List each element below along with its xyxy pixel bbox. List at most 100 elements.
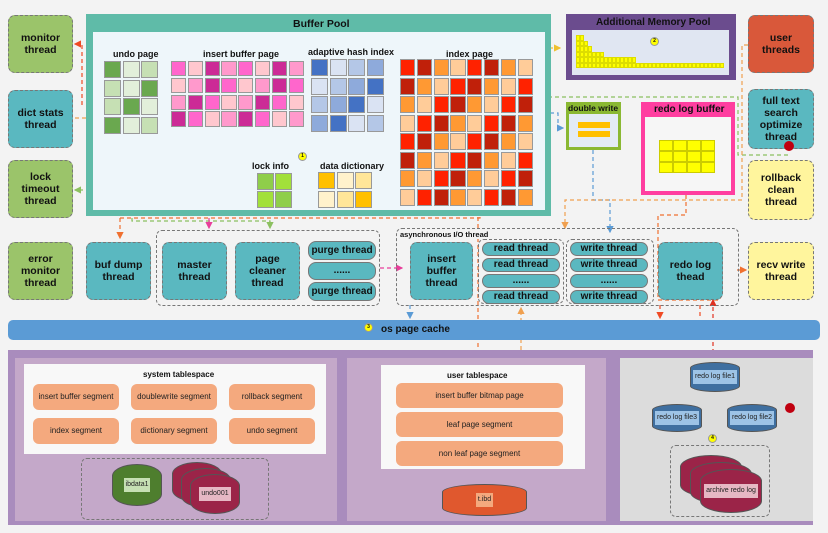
grid-cell [271, 61, 288, 77]
grid-cell [416, 77, 433, 95]
memory-block [604, 57, 608, 63]
read-thread[interactable]: read thread [482, 290, 560, 304]
grid-cell [275, 173, 292, 190]
memory-block [712, 62, 716, 68]
grid-cell [517, 96, 533, 113]
archive-redo-log-label: archive redo log [704, 484, 758, 498]
redo-log-buffer-cell [701, 151, 715, 162]
page-cleaner-thread[interactable]: page cleaner thread [235, 242, 300, 300]
grid-cell [275, 191, 292, 208]
segment: leaf page segment [396, 412, 563, 437]
memory-block [636, 62, 640, 68]
grid-cell [348, 114, 365, 132]
lock-info-grid [257, 173, 292, 208]
memory-block [576, 57, 580, 63]
grid-cell [433, 151, 449, 169]
purge-thread[interactable]: purge thread [308, 282, 376, 301]
memory-block [632, 57, 636, 63]
archive-redo-log[interactable]: archive redo log [700, 469, 762, 513]
grid-cell [355, 172, 372, 189]
ibdata1-file[interactable]: ibdata1 [112, 464, 162, 506]
buf-dump-thread[interactable]: buf dump thread [86, 242, 151, 300]
read-thread[interactable]: read thread [482, 258, 560, 272]
memory-block [664, 62, 668, 68]
read-thread[interactable]: read thread [482, 242, 560, 256]
grid-cell [400, 114, 416, 132]
grid-cell [517, 77, 533, 95]
double-write-block [578, 131, 610, 137]
grid-cell [104, 98, 121, 115]
grid-cell [517, 151, 533, 169]
grid-cell [288, 61, 304, 77]
redo-log-thread[interactable]: redo log thead [658, 242, 723, 300]
grid-cell [238, 61, 254, 77]
grid-cell [122, 79, 140, 97]
grid-cell [141, 98, 158, 115]
monitor-thread[interactable]: monitor thread [8, 15, 73, 73]
redo-log-buffer-cell [687, 162, 701, 173]
grid-cell [204, 111, 220, 127]
memory-block [628, 57, 632, 63]
user-threads[interactable]: user threads [748, 15, 814, 73]
grid-cell [104, 116, 121, 134]
grid-cell [366, 114, 384, 132]
segment: insert buffer bitmap page [396, 383, 563, 408]
t-ibd-file[interactable]: t.ibd [442, 484, 527, 516]
grid-cell [433, 77, 449, 95]
memory-block [604, 62, 608, 68]
undo-page-grid [104, 61, 158, 134]
lock-timeout-thread[interactable]: lock timeout thread [8, 160, 73, 218]
archive-redo-log-group [670, 445, 770, 517]
lock-info-label: lock info [252, 161, 290, 171]
write-thread[interactable]: write thread [570, 258, 648, 272]
memory-block [584, 51, 588, 57]
grid-cell [329, 96, 347, 113]
grid-cell [500, 59, 517, 76]
redo-log-buffer-cell [687, 140, 701, 151]
memory-block [616, 57, 620, 63]
data-dictionary-label: data dictionary [320, 161, 385, 171]
grid-cell [329, 77, 347, 95]
grid-cell [336, 190, 354, 208]
grid-cell [329, 59, 347, 76]
recv-write-thread[interactable]: recv write thread [748, 242, 814, 300]
memory-block [588, 51, 592, 57]
grid-cell [467, 59, 483, 76]
grid-cell [450, 133, 466, 150]
memory-block [584, 46, 588, 52]
grid-cell [483, 114, 500, 132]
write-thread[interactable]: write thread [570, 290, 648, 304]
memory-block [584, 57, 588, 63]
rollback-clean-thread[interactable]: rollback clean thread [748, 160, 814, 220]
write-thread[interactable]: write thread [570, 242, 648, 256]
grid-cell [187, 77, 204, 94]
redo-log-buffer-cell [659, 162, 673, 173]
undo001-file[interactable]: undo001 [190, 474, 240, 514]
memory-block [616, 62, 620, 68]
grid-cell [450, 151, 466, 169]
redo-log-file3[interactable]: redo log file3 [652, 404, 702, 432]
memory-block [628, 62, 632, 68]
double-write-inner [569, 114, 618, 147]
master-thread[interactable]: master thread [162, 242, 227, 300]
grid-cell [483, 133, 500, 150]
dict-stats-thread[interactable]: dict stats thread [8, 90, 73, 148]
memory-block [708, 62, 712, 68]
memory-block [576, 40, 580, 46]
purge-thread[interactable]: purge thread [308, 241, 376, 260]
full-text-search-optimize-thread[interactable]: full text search optimize thread [748, 89, 814, 149]
buffer-pool-title: Buffer Pool [293, 18, 350, 30]
redo-log-buffer-grid [659, 140, 715, 173]
grid-cell [254, 94, 271, 110]
grid-cell [517, 59, 533, 76]
insert-buffer-thread[interactable]: insert buffer thread [410, 242, 473, 300]
red-dot-marker [784, 141, 794, 151]
redo-log-file1[interactable]: redo log file1 [690, 362, 740, 392]
redo-log-file2-label: redo log file2 [729, 411, 775, 425]
error-monitor-thread[interactable]: error monitor thread [8, 242, 73, 300]
adaptive-hash-index-label: adaptive hash index [308, 47, 395, 57]
index-page-label: index page [446, 49, 494, 59]
grid-cell [450, 188, 466, 206]
redo-log-file2[interactable]: redo log file2 [727, 404, 777, 432]
memory-block [592, 51, 596, 57]
